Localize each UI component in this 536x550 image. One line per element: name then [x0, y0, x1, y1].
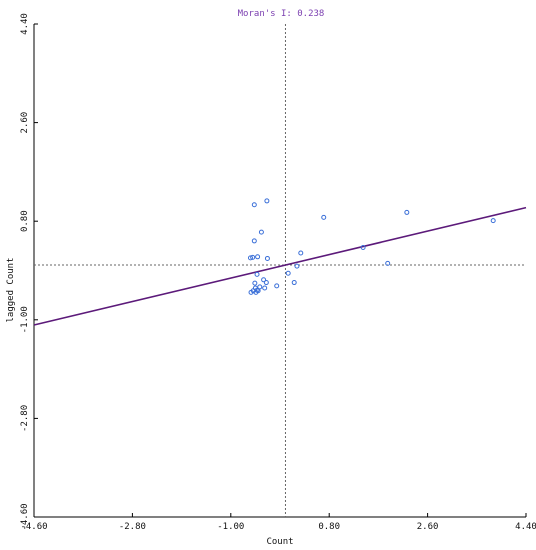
data-point [285, 270, 291, 276]
data-point [360, 244, 366, 250]
x-tick-label: -2.80 [119, 522, 146, 532]
y-tick-label: -2.80 [20, 405, 30, 432]
data-point [263, 280, 269, 286]
x-tick-label: 0.80 [318, 522, 340, 532]
chart-title: Moran's I: 0.238 [238, 9, 325, 19]
y-tick-label: -4.60 [20, 503, 30, 530]
data-point [264, 198, 270, 204]
y-axis-title: lagged Count [6, 257, 16, 322]
y-tick-label: 2.60 [20, 112, 30, 134]
data-point [248, 289, 254, 295]
data-point [291, 280, 297, 286]
data-points [247, 198, 496, 295]
x-tick-label: -1.00 [217, 522, 244, 532]
data-point [404, 209, 410, 215]
mean-lines [34, 24, 526, 517]
data-point [247, 255, 253, 261]
data-point [255, 288, 261, 294]
plot-area [34, 24, 526, 517]
y-tick-label: 4.40 [20, 13, 30, 35]
data-point [255, 254, 261, 260]
x-axis-title: Count [266, 537, 293, 547]
data-point [262, 285, 268, 291]
x-axis-ticks: -4.60 -2.80 -1.00 0.80 2.60 4.40 [20, 513, 536, 532]
x-tick-label: 2.60 [417, 522, 439, 532]
regression-line-group [33, 206, 527, 326]
data-point [321, 214, 327, 220]
data-point [250, 254, 256, 260]
data-point [298, 250, 304, 256]
y-tick-label: -1.00 [20, 306, 30, 333]
data-point [385, 260, 391, 266]
data-point [264, 255, 270, 261]
y-axis-ticks: -4.60 -2.80 -1.00 0.80 2.60 4.40 [20, 13, 38, 531]
data-point [274, 283, 280, 289]
data-point [254, 271, 260, 277]
data-point [258, 229, 264, 235]
y-tick-label: 0.80 [20, 210, 30, 232]
data-point [252, 280, 258, 286]
data-point [251, 202, 257, 208]
x-tick-label: -4.60 [20, 522, 47, 532]
data-point [294, 263, 300, 269]
data-point [261, 277, 267, 283]
regression-line [33, 206, 527, 326]
data-point [490, 218, 496, 224]
data-point [251, 238, 257, 244]
x-tick-label: 4.40 [515, 522, 536, 532]
